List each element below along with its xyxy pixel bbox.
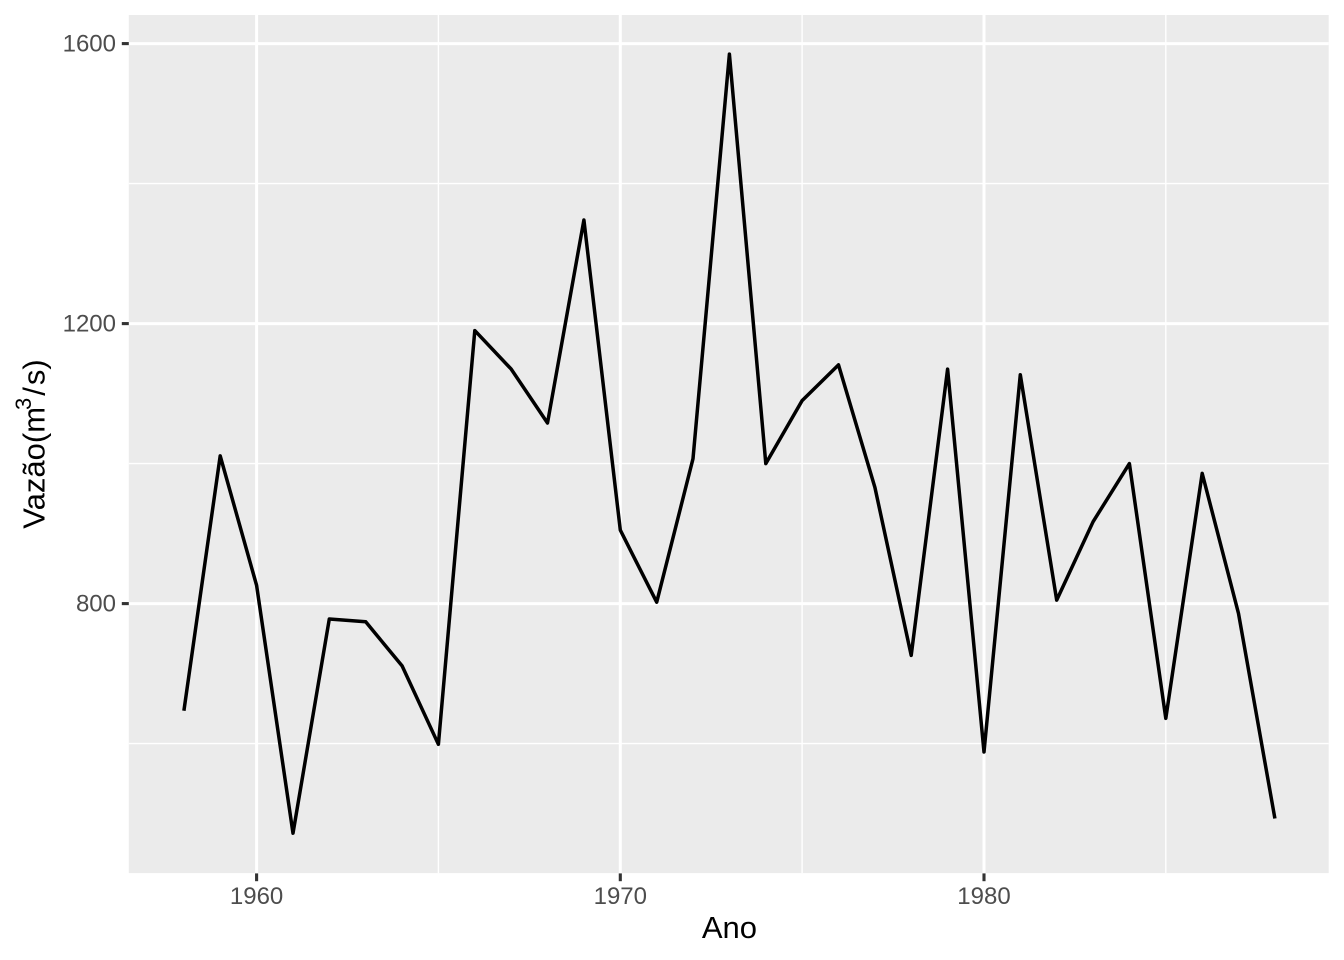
svg-text:1200: 1200 — [63, 311, 116, 338]
svg-text:1600: 1600 — [63, 31, 116, 58]
svg-text:Ano: Ano — [702, 910, 757, 945]
svg-text:1980: 1980 — [957, 883, 1010, 910]
svg-text:Vazão(m3/s): Vazão(m3/s) — [11, 359, 52, 528]
svg-text:1970: 1970 — [594, 883, 647, 910]
svg-text:800: 800 — [76, 591, 116, 618]
svg-text:1960: 1960 — [230, 883, 283, 910]
